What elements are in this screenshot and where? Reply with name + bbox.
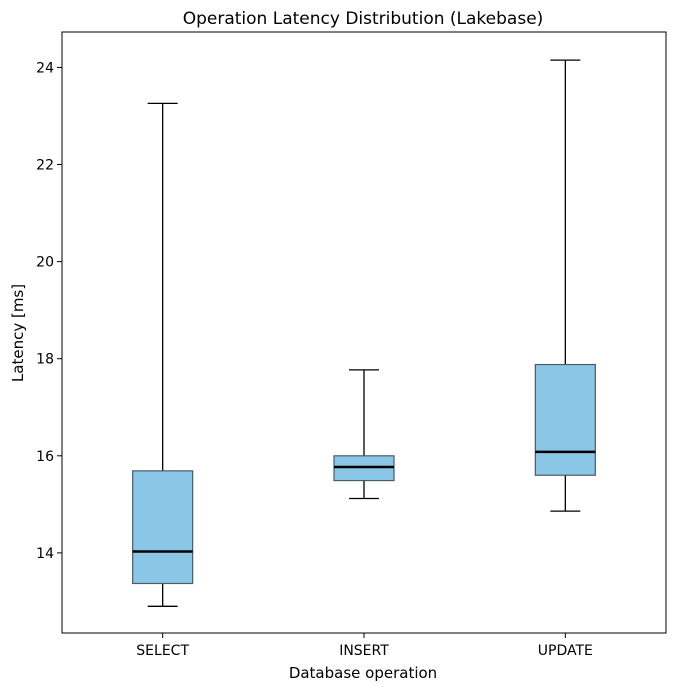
chart-title: Operation Latency Distribution (Lakebase… [183, 9, 544, 29]
y-tick-label: 24 [36, 60, 54, 76]
x-tick-label: UPDATE [538, 643, 593, 659]
y-tick-label: 18 [36, 352, 54, 368]
box [132, 470, 194, 585]
x-axis-label: Database operation [289, 664, 437, 682]
y-axis-label: Latency [ms] [9, 284, 27, 382]
y-tick-label: 14 [36, 546, 54, 562]
plot-frame [61, 31, 667, 634]
y-tick-label: 20 [36, 255, 54, 271]
y-tick-label: 22 [36, 158, 54, 174]
x-tick-label: INSERT [339, 643, 389, 659]
box [534, 363, 596, 476]
y-tick-label: 16 [36, 449, 54, 465]
x-tick-label: SELECT [136, 643, 189, 659]
